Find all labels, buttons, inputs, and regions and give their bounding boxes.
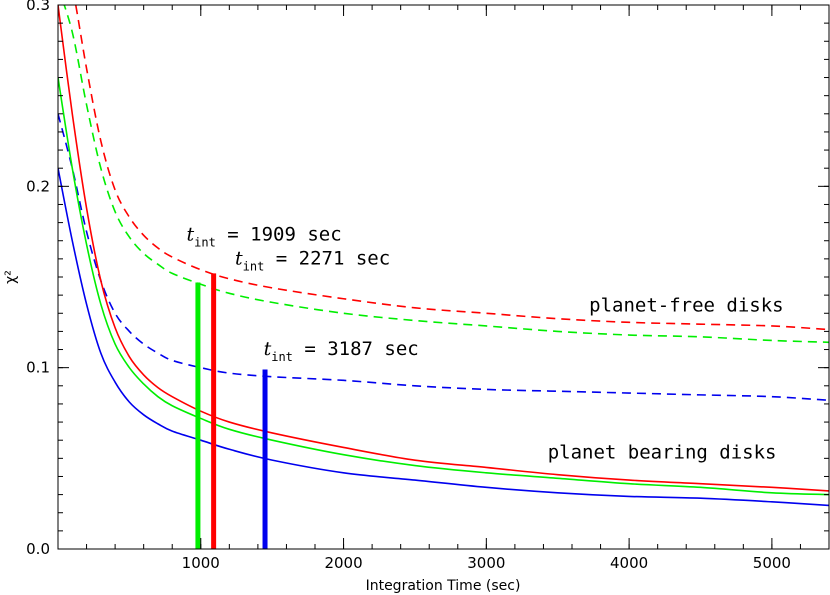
series-layer: [58, 5, 829, 507]
series-line-planet-bearing-4: [58, 77, 829, 496]
x-tick-label: 2000: [324, 554, 362, 572]
series-line-planet-free-2: [58, 113, 829, 402]
x-tick-label: 3000: [467, 554, 505, 572]
y-tick-label: 0.3: [26, 0, 50, 14]
series-line-planet-bearing-3: [58, 5, 829, 492]
tick-layer: 1000 2000 3000 4000 5000 0.0 0.1 0.2 0.3: [26, 0, 829, 572]
y-axis-title: χ²: [3, 270, 19, 284]
x-tick-label: 5000: [753, 554, 791, 572]
marker-layer: [195, 273, 268, 549]
tint-annotation-0: tint = 1909 sec: [187, 224, 342, 250]
group-annotation-4: planet bearing disks: [548, 441, 777, 463]
x-tick-label: 1000: [182, 554, 220, 572]
tint-annotation-1: tint = 2271 sec: [235, 247, 390, 273]
x-axis-title: Integration Time (sec): [366, 578, 521, 594]
group-annotation-3: planet-free disks: [589, 294, 783, 316]
x-tick-label: 4000: [610, 554, 648, 572]
series-line-planet-bearing-5: [58, 168, 829, 507]
y-tick-label: 0.1: [26, 359, 50, 377]
tint-annotation-2: tint = 3187 sec: [264, 338, 419, 364]
y-tick-label: 0.2: [26, 177, 50, 195]
series-line-planet-free-0: [74, 5, 829, 331]
y-tick-label: 0.0: [26, 540, 50, 558]
plot-frame: [57, 4, 830, 550]
series-line-planet-free-1: [63, 5, 829, 344]
